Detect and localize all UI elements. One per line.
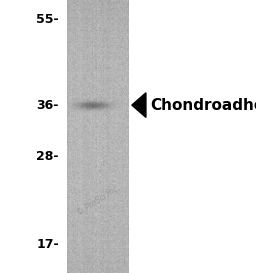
Text: 55-: 55- <box>36 13 59 26</box>
Text: 36-: 36- <box>37 99 59 112</box>
Text: Chondroadherin: Chondroadherin <box>150 98 256 112</box>
Polygon shape <box>132 93 146 117</box>
Text: 28-: 28- <box>36 150 59 164</box>
Text: 17-: 17- <box>36 238 59 251</box>
Text: © ProSci Inc.: © ProSci Inc. <box>75 183 122 218</box>
